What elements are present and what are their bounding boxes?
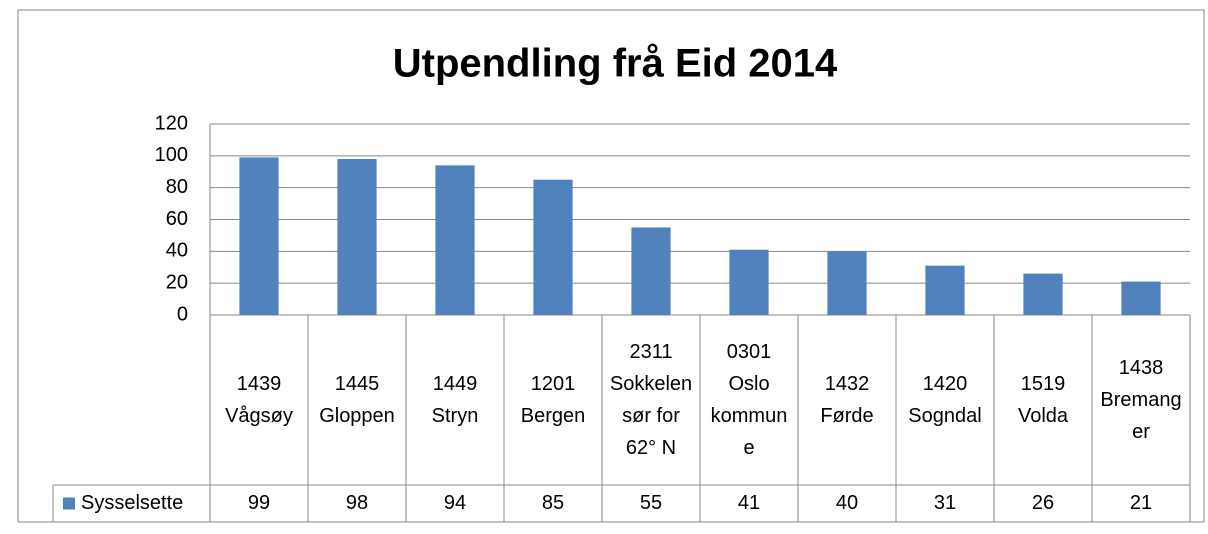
- y-tick-label: 100: [155, 144, 188, 166]
- y-tick-label: 120: [155, 112, 188, 134]
- bar: [925, 265, 965, 315]
- bar: [729, 249, 769, 315]
- bar: [631, 227, 671, 315]
- x-tick-label: 1438 Bremanger: [1100, 357, 1182, 443]
- y-tick-label: 40: [166, 240, 188, 262]
- x-tick-label: 1201 Bergen: [520, 373, 586, 427]
- bar: [827, 251, 867, 315]
- y-tick-label: 20: [166, 271, 188, 293]
- x-tick-label: 1445 Gloppen: [319, 373, 395, 427]
- y-tick-label: 60: [166, 208, 188, 230]
- bar: [1023, 273, 1063, 315]
- x-tick-label: 1519 Volda: [1017, 373, 1069, 427]
- table-value: 94: [444, 492, 466, 514]
- x-tick-label: 1420 Sogndal: [908, 373, 982, 427]
- table-value: 85: [542, 492, 564, 514]
- y-tick-label: 80: [166, 176, 188, 198]
- bar: [533, 179, 573, 315]
- x-tick-label: 0301 Oslo kommune: [710, 341, 788, 459]
- chart-title: Utpendling frå Eid 2014: [393, 42, 838, 86]
- bar: [337, 159, 377, 315]
- legend-swatch: [63, 497, 75, 510]
- table-value: 31: [934, 492, 956, 514]
- y-tick-label: 0: [177, 303, 188, 325]
- table-value: 55: [640, 492, 662, 514]
- bar: [239, 157, 279, 315]
- table-value: 26: [1032, 492, 1054, 514]
- x-tick-label: 1449 Stryn: [431, 373, 479, 427]
- table-value: 41: [738, 492, 760, 514]
- bar: [1121, 281, 1161, 315]
- x-tick-label: 2311 Sokkelen sør for 62° N: [609, 341, 693, 459]
- bar: [435, 165, 475, 315]
- table-value: 99: [248, 492, 270, 514]
- x-tick-label: 1439 Vågsøy: [225, 373, 293, 427]
- table-value: 21: [1130, 492, 1152, 514]
- chart-frame: [17, 9, 1205, 523]
- table-value: 40: [836, 492, 858, 514]
- table-value: 98: [346, 492, 368, 514]
- legend-label: Sysselsette: [81, 492, 183, 514]
- x-tick-label: 1432 Førde: [820, 373, 874, 427]
